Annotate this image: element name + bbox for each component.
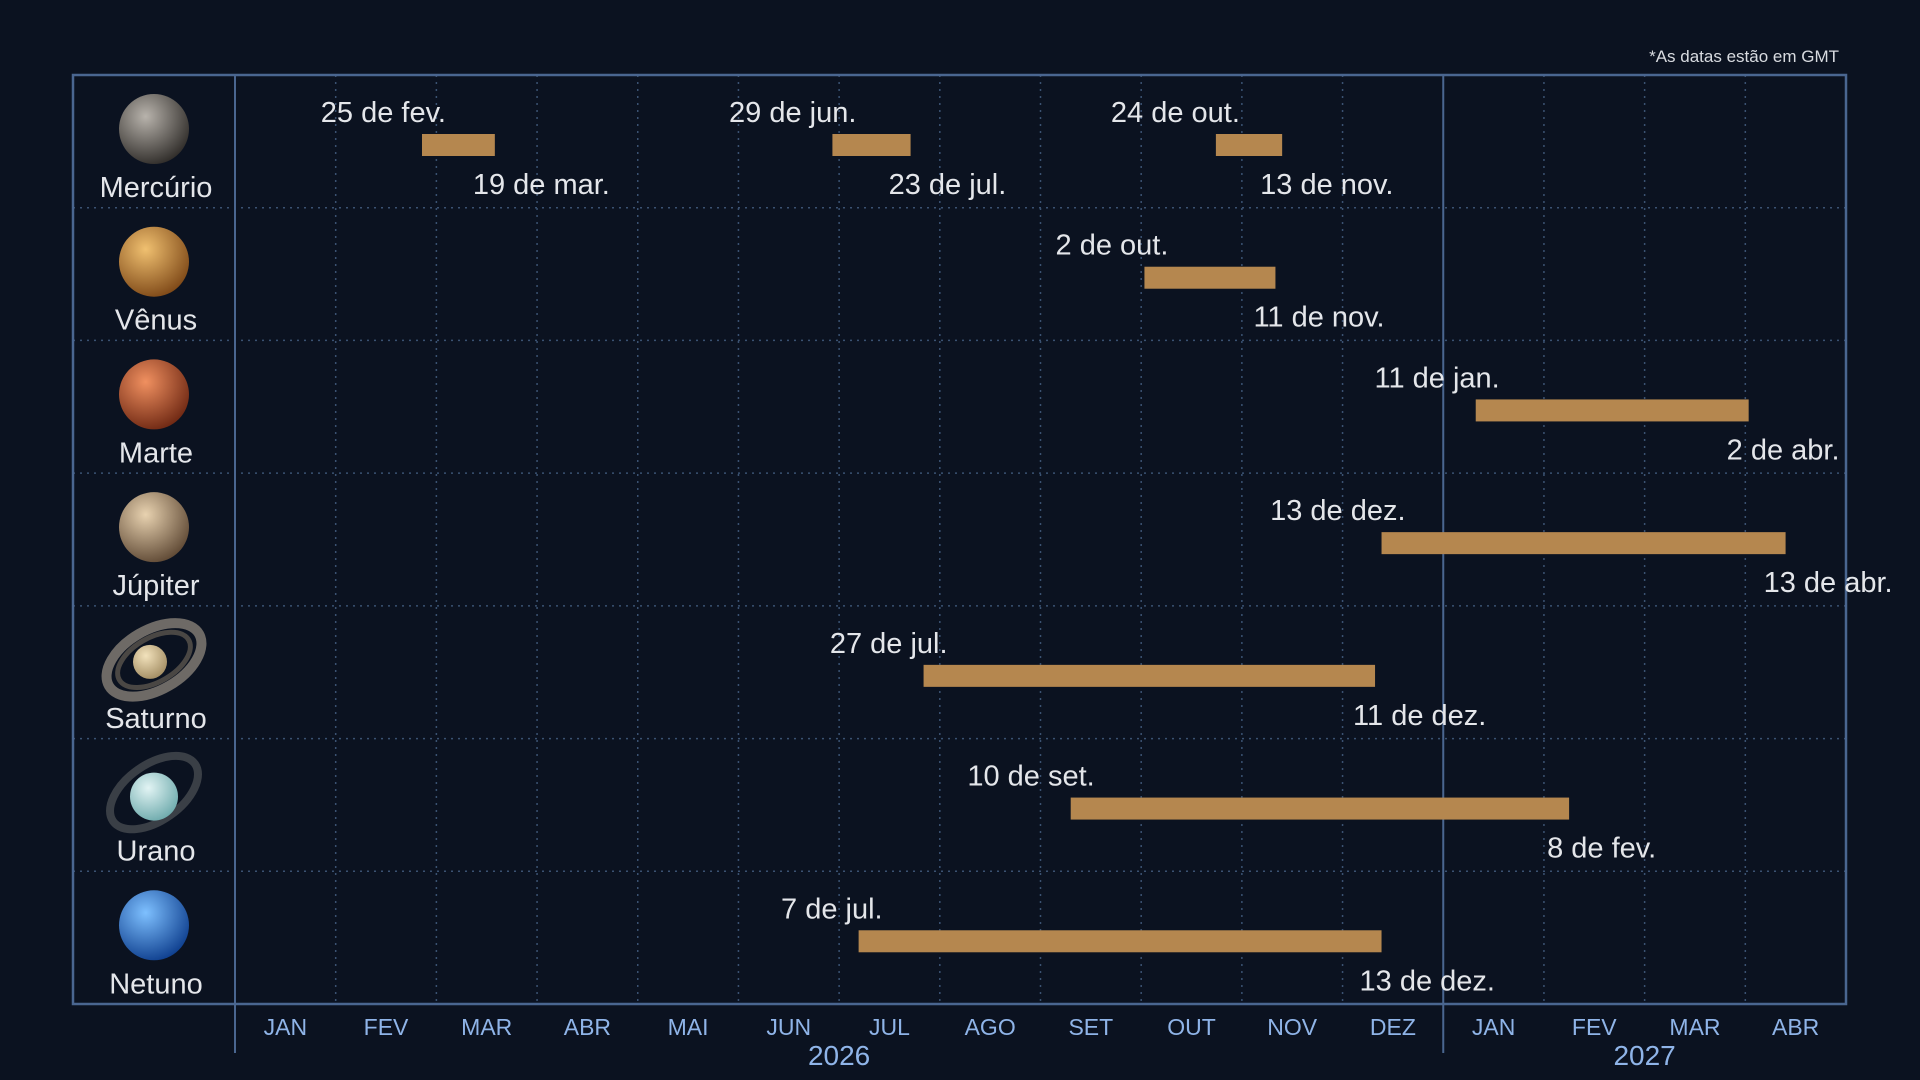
start-date-label: 27 de jul. <box>830 628 948 660</box>
end-date-label: 11 de nov. <box>1253 302 1384 334</box>
month-tick-label: SET <box>1068 1014 1113 1040</box>
month-tick-label: JUL <box>869 1014 910 1040</box>
venus-planet-icon <box>119 226 189 297</box>
row-netuno: Netuno 7 de jul. 13 de dez. <box>109 890 1495 1000</box>
planet-name: Saturno <box>105 703 207 735</box>
row-júpiter: Júpiter 13 de dez. 13 de abr. <box>112 492 1893 602</box>
year-label: 2027 <box>1613 1040 1675 1071</box>
start-date-label: 11 de jan. <box>1374 362 1499 394</box>
retrograde-bar <box>1381 532 1786 555</box>
month-tick-label: NOV <box>1267 1014 1318 1040</box>
row-marte: Marte 11 de jan. 2 de abr. <box>119 359 1840 469</box>
end-date-label: 8 de fev. <box>1547 833 1656 865</box>
month-tick-label: OUT <box>1167 1014 1216 1040</box>
retrograde-bar <box>1475 399 1749 422</box>
start-date-label: 7 de jul. <box>781 893 883 925</box>
planet-name: Mercúrio <box>100 172 213 204</box>
retrograde-bar <box>1215 134 1283 156</box>
planet-name: Vênus <box>115 305 197 337</box>
month-tick-label: JAN <box>1472 1014 1515 1040</box>
neptune-planet-icon <box>119 890 189 961</box>
month-tick-label: ABR <box>1772 1014 1819 1040</box>
row-urano: Urano 10 de set. 8 de fev. <box>106 751 1656 868</box>
month-tick-label: ABR <box>564 1014 611 1040</box>
month-tick-label: MAI <box>668 1014 709 1040</box>
end-date-label: 2 de abr. <box>1727 434 1840 466</box>
start-date-label: 13 de dez. <box>1270 495 1405 527</box>
retrograde-bar <box>1070 797 1570 820</box>
mars-planet-icon <box>119 359 189 430</box>
month-tick-label: JAN <box>264 1014 307 1040</box>
start-date-label: 10 de set. <box>967 761 1094 793</box>
jupiter-planet-icon <box>119 492 189 563</box>
planet-name: Júpiter <box>112 570 199 602</box>
month-tick-label: MAR <box>1669 1014 1720 1040</box>
planet-name: Marte <box>119 437 193 469</box>
end-date-label: 23 de jul. <box>889 169 1007 201</box>
row-mercúrio: Mercúrio 25 de fev. 19 de mar. 29 de jun. 23… <box>100 94 1393 204</box>
row-saturno: Saturno 27 de jul. 11 de dez. <box>101 618 1486 735</box>
end-date-label: 11 de dez. <box>1353 700 1486 732</box>
end-date-label: 13 de nov. <box>1260 169 1393 201</box>
row-vênus: Vênus 2 de out. 11 de nov. <box>115 226 1385 337</box>
end-date-label: 13 de abr. <box>1764 567 1893 599</box>
end-date-label: 13 de dez. <box>1360 965 1495 997</box>
saturn-planet-icon <box>101 618 207 702</box>
month-tick-label: FEV <box>1572 1014 1617 1040</box>
mercury-planet-icon <box>119 94 189 164</box>
month-tick-label: JUN <box>766 1014 811 1040</box>
retrograde-bar <box>858 930 1382 953</box>
timezone-footnote: *As datas estão em GMT <box>1649 47 1839 66</box>
start-date-label: 2 de out. <box>1056 230 1169 262</box>
month-tick-label: FEV <box>364 1014 409 1040</box>
retrograde-bar <box>832 134 911 156</box>
start-date-label: 24 de out. <box>1111 97 1240 129</box>
month-tick-label: AGO <box>965 1014 1016 1040</box>
retrograde-bar <box>421 134 495 156</box>
month-tick-label: MAR <box>461 1014 512 1040</box>
uranus-planet-icon <box>106 751 202 834</box>
end-date-label: 19 de mar. <box>473 169 610 201</box>
planet-name: Netuno <box>109 968 203 1000</box>
month-tick-label: DEZ <box>1370 1014 1416 1040</box>
chart-frame <box>71 73 1848 1006</box>
planet-name: Urano <box>117 836 196 868</box>
retrograde-bar <box>1144 266 1276 289</box>
start-date-label: 29 de jun. <box>729 97 856 129</box>
year-label: 2026 <box>808 1040 870 1071</box>
start-date-label: 25 de fev. <box>321 97 446 129</box>
retrograde-bar <box>923 664 1376 687</box>
